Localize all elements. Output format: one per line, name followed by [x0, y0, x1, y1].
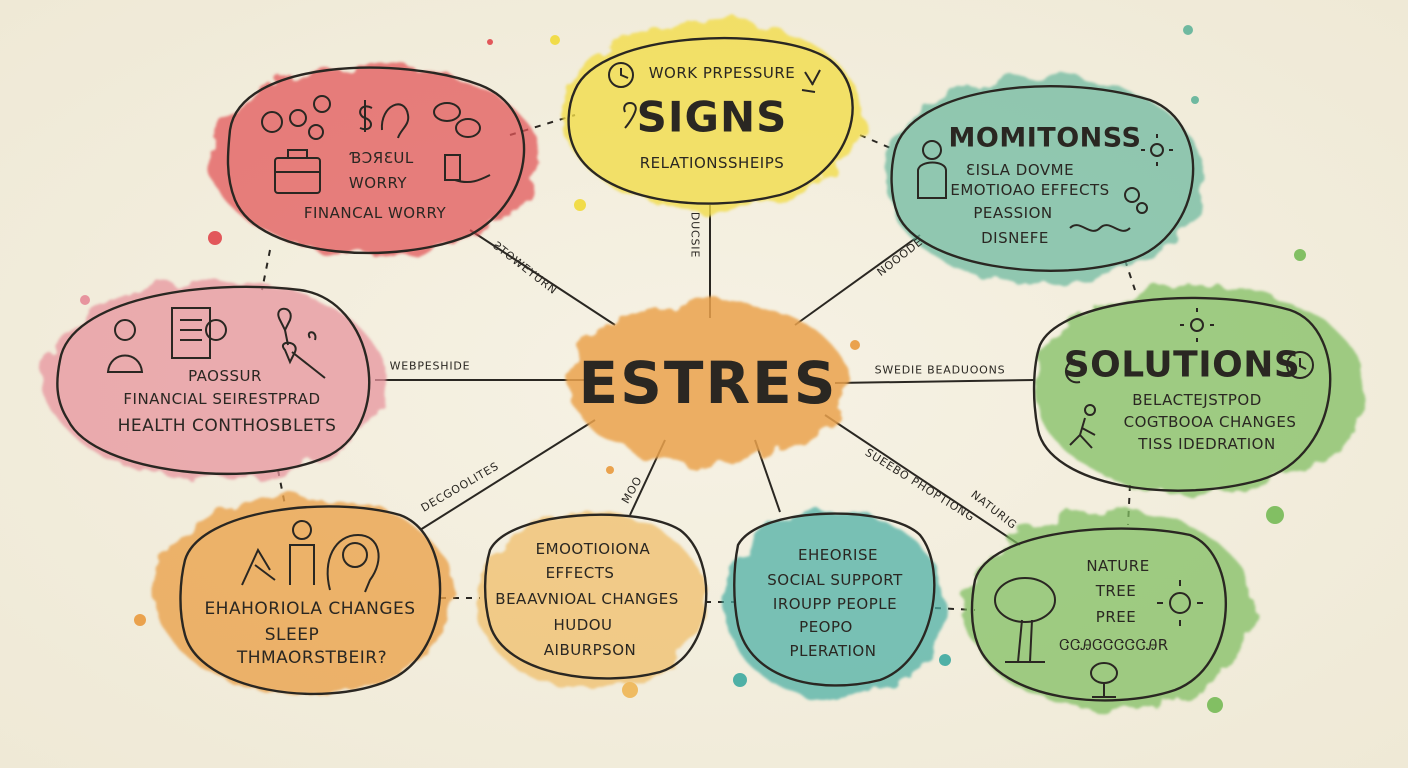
- connector-financial: [469, 229, 616, 326]
- nature-node-label-3: PREE: [1095, 608, 1137, 626]
- behavioral-node-label-2: SLEEP: [264, 625, 320, 645]
- briefcase-icon: [274, 149, 321, 194]
- health-node-label-2: FINANCIAL SEIRESTPRAD: [123, 390, 321, 408]
- monitors-node-label-1: ƐISLA DOVME: [965, 161, 1075, 179]
- emotional-node-label-4: HUDOU: [553, 616, 613, 634]
- solutions-node-label-1: BELACTEJSTPOD: [1132, 391, 1262, 409]
- connector-label-signs: DUCSIE: [688, 211, 702, 259]
- nature-node-label-4: ᏣᏣᎯᏣᏣᏣᏣᏣᎯR: [1059, 636, 1169, 654]
- monitors-node-title: MOMITONSS: [948, 122, 1142, 154]
- runner-icon: [1069, 404, 1096, 449]
- emotional-node-label-1: EMOOTIOIONA: [535, 540, 651, 558]
- solutions-node-label-2: COGTBOOA CHANGES: [1123, 413, 1297, 431]
- node-outline-signs: [567, 36, 854, 205]
- hearts-network-icon: [277, 307, 326, 379]
- connector-lines: [375, 205, 1036, 546]
- chat-bubbles-icon: [433, 102, 481, 138]
- connector-label-solutions: SWEDIE BEADUOONS: [874, 363, 1006, 377]
- financial-node-label-2: WORRY: [348, 174, 408, 192]
- skeleton-icon: [241, 547, 276, 586]
- social-node-label-2: SOCIAL SUPPORT: [767, 571, 903, 589]
- small-tree-icon: [1090, 662, 1118, 698]
- connector-label-health: WEBPESHIDE: [389, 359, 471, 373]
- heart-doodle-icon: [623, 102, 637, 129]
- behavioral-node-label-1: EHAHORIOLA CHANGES: [204, 599, 416, 619]
- connector-monitors: [794, 234, 921, 326]
- financial-node-label-3: FINANCAL WORRY: [303, 204, 447, 222]
- money-hand-icon: [444, 154, 491, 184]
- solutions-node-label-3: TISS IDEDRATION: [1138, 435, 1276, 453]
- tree-icon: [994, 577, 1056, 663]
- health-node-label-3: HEALTH CONTHOSBLETS: [117, 416, 337, 436]
- nature-node-label-1: NATURE: [1086, 557, 1150, 575]
- monitors-node-label-3: PEASSION: [973, 204, 1053, 222]
- wave-icon: [1069, 224, 1131, 232]
- node-outline-social: [733, 512, 936, 687]
- social-node-label-3: IROUPP PEOPLE: [772, 595, 898, 613]
- social-node-label-5: PLERATION: [789, 642, 877, 660]
- person-icon: [917, 140, 947, 199]
- social-node-label-1: EHEORISE: [798, 546, 878, 564]
- connector-solutions: [834, 379, 1036, 384]
- connector-nature: [824, 414, 1021, 546]
- signs-node-title: SIGNS: [636, 92, 788, 142]
- splatter-dots: [80, 25, 1306, 713]
- man-icon: [106, 319, 144, 373]
- health-node-label-1: PAOSSUR: [188, 367, 262, 385]
- brain-head-icon: [326, 533, 380, 593]
- dollar-head-icon: [359, 100, 410, 139]
- node-outlines: [56, 36, 1332, 702]
- signs-node-label: RELATIONSSHEIPS: [639, 154, 785, 172]
- gear-small-icon: [1124, 187, 1148, 214]
- sparkle-icon: [801, 69, 821, 93]
- nature-node-label-2: TREE: [1095, 582, 1137, 600]
- documents-icon: [171, 307, 227, 359]
- solutions-node-title: SOLUTIONS: [1063, 344, 1301, 386]
- sun-solutions-icon: [1180, 308, 1214, 342]
- clock-icon: [608, 62, 634, 88]
- behavioral-node-label-3: THMAORSTBEIR?: [236, 648, 388, 668]
- moon-icon: [1065, 359, 1081, 384]
- alarm-clock-icon: [1286, 351, 1314, 379]
- node-outline-behavioral: [179, 505, 442, 696]
- financial-node-label-1: ƁƆЯƐUL: [350, 149, 414, 167]
- node-outline-financial: [226, 66, 526, 255]
- monitors-node-label-4: DISNEFE: [981, 229, 1049, 247]
- body-icon: [289, 520, 315, 585]
- node-outline-emotional: [483, 513, 708, 680]
- node-outline-solutions: [1032, 296, 1332, 492]
- node-outline-nature: [970, 527, 1227, 702]
- monitors-node-label-2: EMOTIOAO EFFECTS: [950, 181, 1110, 199]
- watercolor-fills: [45, 20, 1365, 710]
- emotional-node-label-5: AIBURPSON: [543, 641, 637, 659]
- node-outline-monitors: [890, 85, 1195, 272]
- node-outline-health: [56, 285, 371, 475]
- emotional-node-label-3: BEAAVNIOAL CHANGES: [495, 590, 679, 608]
- sun-icon: [1141, 134, 1173, 166]
- sun-nature-icon: [1157, 580, 1203, 626]
- connector-behavioral: [419, 419, 596, 531]
- center-title: ESTRES: [578, 349, 838, 417]
- gears-icon: [261, 95, 331, 140]
- social-node-label-4: PEOPO: [799, 618, 853, 636]
- signs-node-subtitle: WORK PRPESSURE: [648, 64, 796, 82]
- emotional-node-label-2: EFFECTS: [545, 564, 615, 582]
